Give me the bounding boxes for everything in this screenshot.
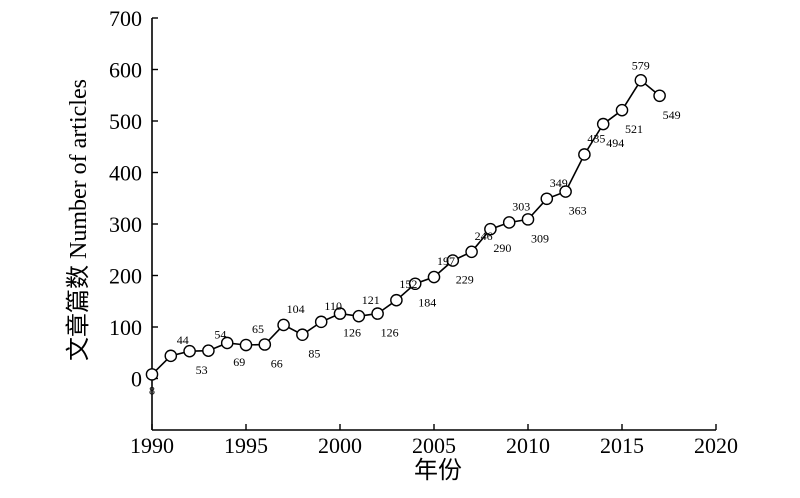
data-label: 54	[214, 328, 226, 342]
data-label: 53	[196, 363, 208, 377]
data-point	[408, 277, 422, 291]
data-label: 121	[362, 293, 380, 307]
data-point	[465, 245, 478, 259]
data-point	[352, 309, 366, 323]
data-point	[559, 185, 572, 198]
x-tick-label: 2000	[318, 433, 362, 458]
data-label: 229	[456, 273, 474, 287]
data-point	[220, 336, 234, 350]
data-points	[145, 74, 666, 381]
data-labels: 8445354696566104851101261211261521841972…	[149, 58, 681, 397]
x-tick-label: 1990	[130, 433, 174, 458]
data-point	[390, 293, 403, 307]
data-label: 309	[531, 231, 549, 245]
data-point	[540, 192, 554, 206]
y-tick-label: 200	[109, 264, 142, 289]
data-point	[446, 254, 460, 267]
data-point	[521, 213, 535, 226]
data-label: 65	[252, 322, 264, 336]
data-point	[484, 222, 497, 236]
data-label: 126	[343, 326, 361, 340]
data-point	[296, 328, 309, 342]
x-ticks: 1990 1995 2000 2005 2010 2015 2020	[130, 424, 738, 458]
data-label: 126	[381, 326, 399, 340]
data-point	[653, 89, 666, 103]
x-tick-label: 2015	[600, 433, 644, 458]
data-point	[183, 344, 196, 358]
y-tick-label: 600	[109, 58, 142, 83]
data-label: 303	[512, 199, 530, 213]
y-tick-label: 700	[109, 6, 142, 31]
data-point	[596, 117, 610, 131]
data-point	[615, 103, 629, 117]
data-point	[578, 148, 591, 161]
data-point	[371, 307, 384, 320]
data-label: 579	[632, 58, 650, 72]
data-label: 104	[287, 302, 305, 316]
data-point	[202, 344, 215, 357]
y-tick-label: 500	[109, 109, 142, 134]
data-label: 69	[233, 355, 245, 369]
x-tick-label: 1995	[224, 433, 268, 458]
x-tick-label: 2005	[412, 433, 456, 458]
data-point	[634, 74, 648, 87]
data-point	[145, 368, 159, 381]
data-label: 197	[437, 254, 455, 268]
data-point	[333, 307, 347, 320]
y-tick-label: 400	[109, 161, 142, 186]
data-label: 549	[663, 108, 681, 122]
x-axis-title: 年份	[414, 457, 462, 484]
data-label: 435	[587, 131, 605, 145]
data-label: 85	[308, 347, 320, 361]
data-label: 152	[399, 277, 417, 291]
data-label: 44	[177, 333, 189, 347]
data-label: 8	[149, 383, 155, 397]
series-line	[151, 79, 661, 375]
y-ticks: 0 100 200 300 400 500 600 700	[109, 6, 158, 392]
data-point	[427, 270, 441, 284]
data-point	[258, 338, 272, 351]
x-tick-label: 2020	[694, 433, 738, 458]
data-label: 290	[493, 241, 511, 255]
data-label: 66	[271, 357, 283, 371]
data-label: 494	[606, 136, 624, 150]
data-point	[164, 349, 178, 363]
data-label: 110	[324, 299, 342, 313]
data-point	[239, 338, 253, 352]
data-label: 349	[550, 176, 568, 190]
y-tick-label: 0	[131, 367, 142, 392]
x-tick-label: 2010	[506, 433, 550, 458]
data-label: 246	[475, 229, 493, 243]
y-tick-label: 100	[109, 315, 142, 340]
y-axis-title: 文章篇数 Number of articles	[65, 79, 92, 361]
data-label: 521	[625, 122, 643, 136]
y-tick-label: 300	[109, 212, 142, 237]
data-point	[314, 315, 328, 329]
data-point	[502, 216, 516, 229]
data-label: 184	[418, 296, 436, 310]
data-point	[277, 318, 290, 332]
data-label: 363	[569, 204, 587, 218]
